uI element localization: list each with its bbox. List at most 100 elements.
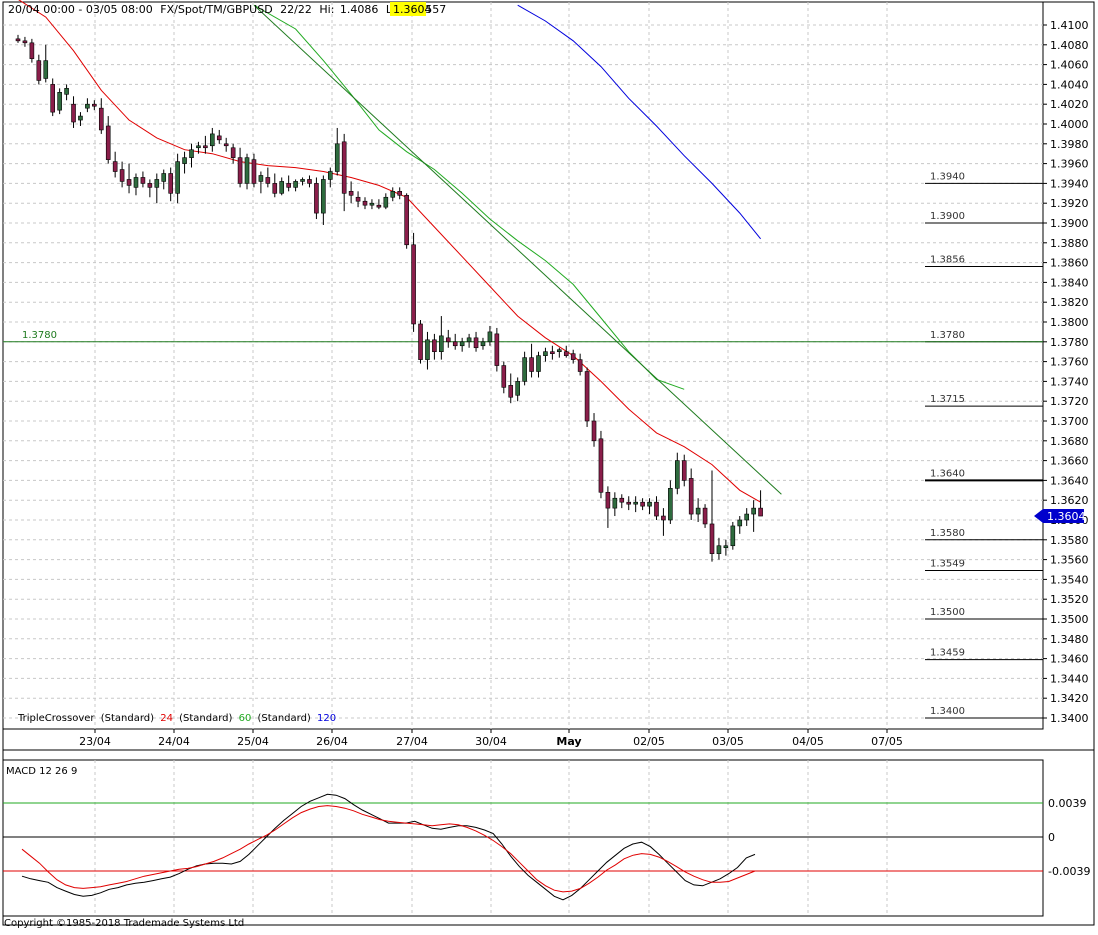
main-plot-frame xyxy=(2,1,1044,730)
candle xyxy=(154,173,160,204)
candle xyxy=(286,175,291,192)
y-tick-label: 1.4000 xyxy=(1050,118,1089,131)
level-label: 1.3715 xyxy=(930,394,965,405)
candle xyxy=(203,135,208,154)
candle xyxy=(98,98,104,134)
candle xyxy=(300,177,305,186)
candle xyxy=(681,454,687,487)
candle xyxy=(244,153,250,190)
candle xyxy=(473,331,479,352)
candle xyxy=(258,171,264,194)
candle xyxy=(64,84,69,101)
y-tick-label: 1.3940 xyxy=(1050,177,1089,190)
macd-label: MACD 12 26 9 xyxy=(6,766,77,777)
candle xyxy=(237,147,243,188)
grid-layer xyxy=(3,2,1043,916)
macd-tick-label: -0.0039 xyxy=(1048,865,1090,878)
candle xyxy=(334,127,340,176)
candle xyxy=(515,377,520,402)
candle xyxy=(508,373,514,404)
level-label: 1.3940 xyxy=(930,171,965,182)
candle xyxy=(348,181,354,204)
candle xyxy=(119,161,125,188)
y-tick-label: 1.3500 xyxy=(1050,613,1089,626)
y-tick-label: 1.3880 xyxy=(1050,237,1089,250)
candle xyxy=(640,498,645,511)
x-tick-label: 30/04 xyxy=(475,735,507,748)
candle xyxy=(563,345,569,358)
ma-60-line xyxy=(253,4,685,390)
candles-layer xyxy=(15,34,763,562)
ma-120-line xyxy=(517,4,761,240)
macd-layer: 0.0039 0 -0.0039 xyxy=(3,793,1090,901)
y-tick-label: 1.3800 xyxy=(1050,316,1089,329)
y-tick-label: 1.3700 xyxy=(1050,415,1089,428)
x-tick-label: 24/04 xyxy=(158,735,190,748)
candle xyxy=(105,116,111,164)
candle xyxy=(327,167,333,188)
x-tick-label: May xyxy=(556,735,581,748)
candle xyxy=(293,179,298,192)
x-tick-label: 27/04 xyxy=(396,735,428,748)
header-last-price: 1.3604 xyxy=(393,3,432,16)
candle xyxy=(168,167,173,202)
trend-line xyxy=(253,4,782,495)
candle xyxy=(647,498,652,515)
candle xyxy=(411,232,416,332)
candle xyxy=(92,100,97,111)
candle xyxy=(307,175,312,188)
candle xyxy=(501,361,507,394)
candle xyxy=(189,143,194,168)
y-tick-label: 1.4080 xyxy=(1050,39,1089,52)
candle xyxy=(182,151,187,174)
y-axis-ticks: 1.4100 1.4080 1.4060 1.4040 1.4020 1.4000 1.39… xyxy=(1043,19,1089,725)
candle xyxy=(661,508,666,536)
candle xyxy=(265,167,271,188)
candle xyxy=(272,173,278,198)
y-tick-label: 1.4040 xyxy=(1050,78,1089,91)
level-label: 1.3459 xyxy=(930,648,965,659)
y-tick-label: 1.3460 xyxy=(1050,653,1089,666)
candle xyxy=(279,177,285,196)
y-tick-label: 1.3400 xyxy=(1050,712,1089,725)
level-label: 1.3500 xyxy=(930,607,965,618)
level-label: 1.3856 xyxy=(930,255,965,266)
y-tick-label: 1.3860 xyxy=(1050,257,1089,270)
y-tick-label: 1.3680 xyxy=(1050,435,1089,448)
horizontal-levels: 1.3940 1.3900 1.3856 1.3780 1.3715 1.3640 1.35… xyxy=(3,171,1086,719)
last-price-tag xyxy=(1034,509,1084,524)
candle xyxy=(133,173,139,196)
candle xyxy=(321,175,326,225)
y-tick-label: 1.3820 xyxy=(1050,296,1089,309)
candle xyxy=(584,367,590,427)
candle xyxy=(591,413,597,447)
candle xyxy=(494,327,500,372)
y-tick-label: 1.3640 xyxy=(1050,474,1089,487)
candle xyxy=(140,171,146,188)
candle xyxy=(543,347,548,362)
candle xyxy=(175,153,180,204)
level-label: 1.3400 xyxy=(930,706,965,717)
candle xyxy=(355,191,361,208)
y-tick-label: 1.3920 xyxy=(1050,197,1089,210)
candle xyxy=(376,199,382,210)
x-tick-label: 02/05 xyxy=(633,735,665,748)
level-label: 1.3900 xyxy=(930,211,965,222)
candle xyxy=(619,494,625,509)
candle xyxy=(570,349,576,364)
candle xyxy=(85,98,90,113)
copyright-text: Copyright ©1985-2018 Trademade Systems L… xyxy=(4,918,244,929)
last-price-tag-label: 1.3604 xyxy=(1047,510,1086,523)
y-tick-label: 1.3960 xyxy=(1050,158,1089,171)
candle xyxy=(43,44,49,83)
last-price-highlight xyxy=(390,2,426,16)
x-tick-label: 03/05 xyxy=(712,735,744,748)
candle xyxy=(577,353,583,376)
candle xyxy=(418,320,423,364)
candle xyxy=(196,141,201,154)
candle xyxy=(487,325,493,346)
candle xyxy=(723,539,729,556)
candle xyxy=(230,143,236,164)
x-tick-label: 26/04 xyxy=(316,735,348,748)
